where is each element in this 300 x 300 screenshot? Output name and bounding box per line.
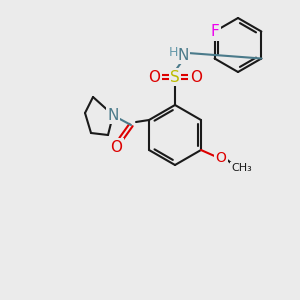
Text: O: O <box>215 151 226 165</box>
Text: H: H <box>168 46 178 59</box>
Text: F: F <box>210 24 219 39</box>
Text: O: O <box>110 140 122 154</box>
Text: N: N <box>107 107 119 122</box>
Text: CH₃: CH₃ <box>232 163 252 173</box>
Text: O: O <box>148 70 160 85</box>
Text: S: S <box>170 70 180 85</box>
Text: O: O <box>190 70 202 85</box>
Text: N: N <box>177 47 189 62</box>
